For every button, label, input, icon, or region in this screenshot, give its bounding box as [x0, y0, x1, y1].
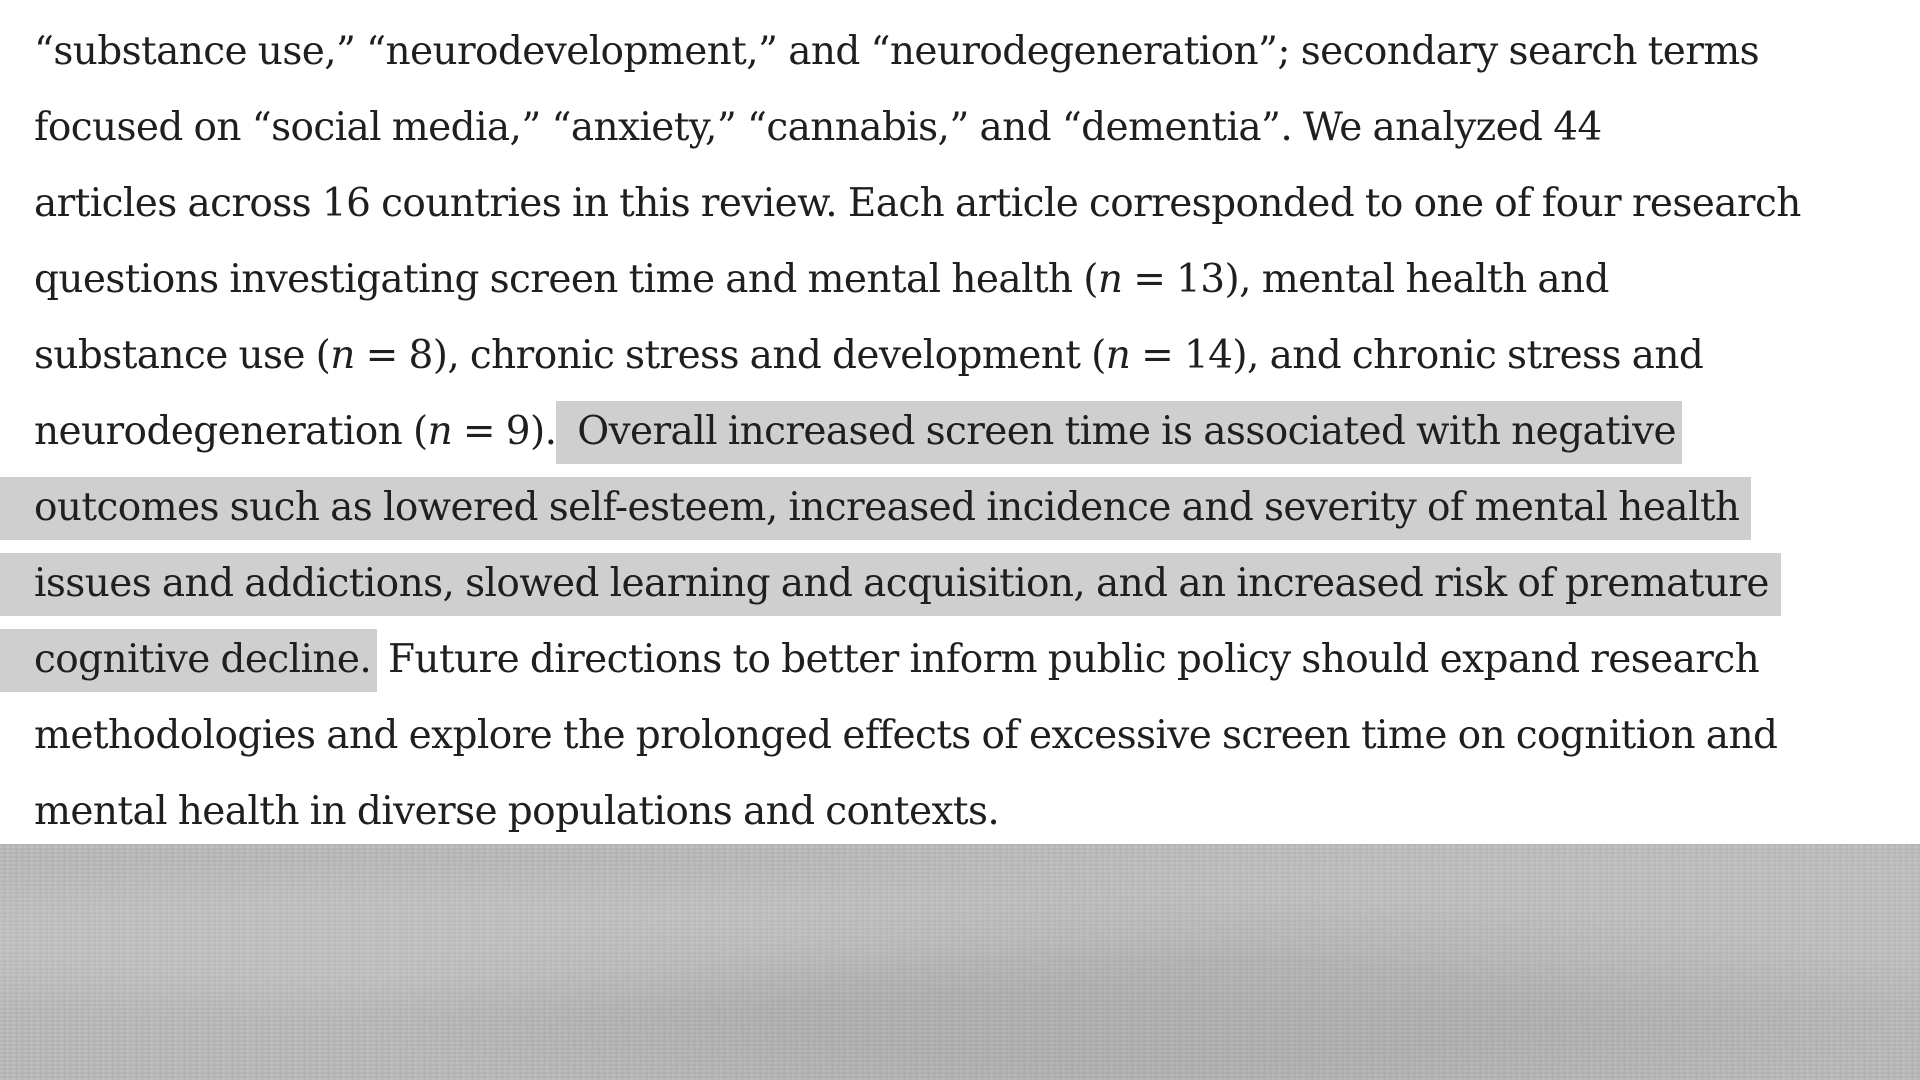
italic-n: n — [1105, 333, 1131, 378]
text-line-6: neurodegeneration (n = 9). Overall incre… — [34, 401, 1683, 464]
italic-n: n — [427, 409, 453, 454]
text-span: substance use ( — [34, 333, 331, 378]
text-span: methodologies and explore the prolonged … — [34, 713, 1778, 758]
highlighted-text[interactable]: cognitive decline. — [0, 629, 378, 692]
text-line-9: cognitive decline. Future directions to … — [0, 629, 1760, 692]
highlighted-text[interactable]: issues and addictions, slowed learning a… — [0, 553, 1781, 616]
text-span: Future directions to better inform publi… — [377, 637, 1760, 682]
textured-background-area — [0, 844, 1920, 1080]
highlighted-text[interactable]: outcomes such as lowered self-esteem, in… — [0, 477, 1752, 540]
highlighted-text[interactable]: Overall increased screen time is associa… — [556, 401, 1683, 464]
text-line-3: articles across 16 countries in this rev… — [34, 174, 1801, 234]
text-line-2: focused on “social media,” “anxiety,” “c… — [34, 98, 1602, 158]
text-span: = 9). — [452, 409, 557, 454]
text-line-10: methodologies and explore the prolonged … — [34, 706, 1778, 766]
text-line-5: substance use (n = 8), chronic stress an… — [34, 326, 1704, 386]
text-span: “substance use,” “neurodevelopment,” and… — [34, 29, 1760, 74]
text-line-8: issues and addictions, slowed learning a… — [0, 553, 1781, 616]
italic-n: n — [1097, 257, 1123, 302]
text-span: articles across 16 countries in this rev… — [34, 181, 1801, 226]
text-line-1: “substance use,” “neurodevelopment,” and… — [34, 22, 1760, 82]
text-line-7: outcomes such as lowered self-esteem, in… — [0, 477, 1752, 540]
text-span: = 8), chronic stress and development ( — [354, 333, 1107, 378]
text-span: mental health in diverse populations and… — [34, 789, 1000, 834]
text-span: = 13), mental health and — [1122, 257, 1609, 302]
text-line-11: mental health in diverse populations and… — [34, 782, 1000, 842]
abstract-text-region: “substance use,” “neurodevelopment,” and… — [0, 22, 1802, 842]
text-line-4: questions investigating screen time and … — [34, 250, 1610, 310]
italic-n: n — [330, 333, 355, 378]
text-span: neurodegeneration ( — [34, 409, 428, 454]
text-span: = 14), and chronic stress and — [1130, 333, 1704, 378]
text-span: focused on “social media,” “anxiety,” “c… — [34, 105, 1602, 150]
text-span: questions investigating screen time and … — [34, 257, 1098, 302]
